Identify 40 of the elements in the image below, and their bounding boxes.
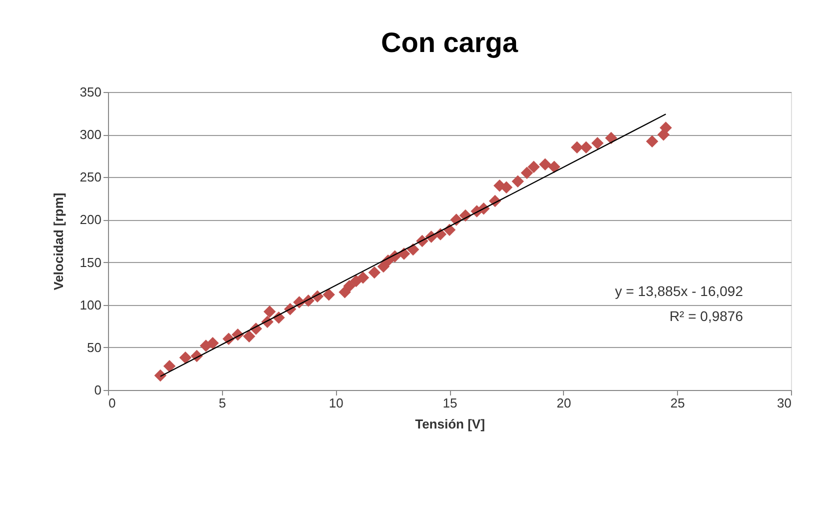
point [646,135,658,148]
chart-title: Con carga [381,27,518,58]
y-tick-label: 100 [80,297,102,312]
annotation: R² = 0,9876 [669,308,744,324]
point [264,306,276,318]
y-tick-label: 150 [80,254,102,270]
point [591,136,604,150]
point [548,160,560,174]
point [356,271,370,284]
point [322,288,335,301]
y-tick-label: 0 [94,382,102,398]
x-tick-label: 0 [108,396,116,410]
point [163,360,176,372]
x-tick-label: 15 [442,396,458,410]
x-tick-label: 30 [777,396,792,410]
x-tick-label: 5 [218,396,226,410]
y-tick-label: 300 [80,127,102,142]
point [538,158,552,170]
point [605,132,618,144]
point [206,337,219,350]
y-tick-label: 350 [80,84,102,100]
y-tick-label: 50 [87,340,102,355]
point [179,352,192,364]
y-axis-title: Velocidad [rpm] [50,192,66,290]
x-tick-label: 20 [556,396,572,410]
point [154,369,166,382]
annotation: y = 13,885x - 16,092 [614,283,744,299]
x-axis-title: Tensión [V] [415,416,485,432]
y-tick-label: 250 [80,170,102,185]
point [660,122,672,134]
point [512,175,524,188]
y-tick-label: 200 [80,212,102,228]
point [368,266,380,279]
point [343,280,356,292]
x-tick-label: 25 [670,396,685,410]
point [406,243,420,256]
point [520,166,534,180]
x-tick-label: 10 [328,396,344,410]
point [243,330,256,342]
point [528,160,540,174]
